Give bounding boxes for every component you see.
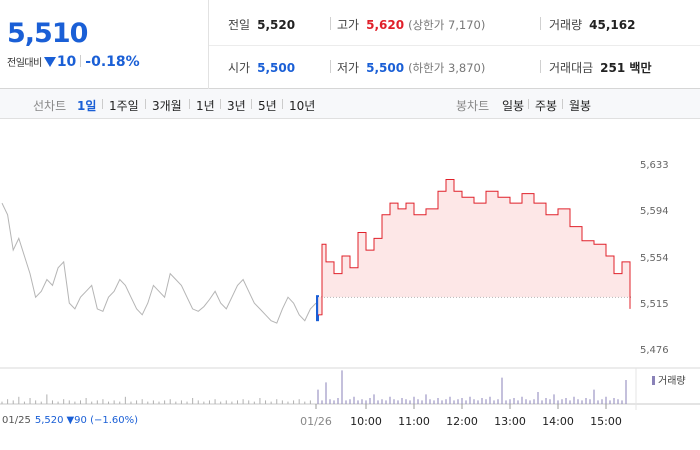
divider <box>330 60 331 73</box>
divider <box>145 99 146 109</box>
change-percent: -0.18% <box>85 54 140 70</box>
period-1w[interactable]: 1주일 <box>109 99 139 113</box>
intraday-chart: 5,633 5,594 5,554 5,515 5,476 01/26 10:00 11:00… <box>0 120 700 450</box>
divider <box>562 99 563 109</box>
volume-legend-label: 거래량 <box>658 376 686 387</box>
divider <box>102 99 103 109</box>
divider <box>330 17 331 30</box>
y-tick-label: 5,554 <box>640 253 669 264</box>
prev-day-line <box>1 202 317 324</box>
open-down-bar <box>316 295 319 322</box>
period-5y[interactable]: 5년 <box>258 99 277 113</box>
prev-day-price: 5,520 <box>34 415 64 426</box>
stat-volume: 거래량 45,162 <box>549 16 635 33</box>
period-3y[interactable]: 3년 <box>227 99 246 113</box>
stat-label: 고가 <box>337 18 360 32</box>
stat-label: 거래대금 <box>549 61 594 75</box>
candle-daily[interactable]: 일봉 <box>502 99 525 113</box>
chart-canvas: 5,633 5,594 5,554 5,515 5,476 01/26 10:00 11:00… <box>0 160 700 428</box>
stat-low: 저가 5,500 (하한가 3,870) <box>337 59 485 76</box>
row-divider <box>209 45 700 46</box>
current-price-box: 5,510 전일대비 10 -0.18% <box>0 0 209 89</box>
x-tick-label: 15:00 <box>590 415 622 428</box>
change-value: 10 <box>56 54 77 70</box>
period-1d[interactable]: 1일 <box>77 99 97 113</box>
x-tick-label: 01/26 <box>300 415 332 428</box>
period-bar: 선차트 1일 1주일 3개월 1년 3년 5년 10년 봉차트 일봉 주봉 월봉 <box>0 89 700 119</box>
quote-summary: 5,510 전일대비 10 -0.18% 전일 5,520 고가 5,620 (상한가 7… <box>0 0 700 89</box>
today-area-fill <box>318 179 630 315</box>
down-arrow-icon <box>43 57 56 67</box>
divider <box>251 99 252 109</box>
divider <box>80 55 82 67</box>
prev-day-change: ▼90 (−1.60%) <box>66 415 139 426</box>
period-1y[interactable]: 1년 <box>196 99 215 113</box>
prev-day-info: 01/25 5,520 ▼90 (−1.60%) <box>2 415 138 426</box>
stat-value: 5,500 <box>257 61 296 75</box>
today-price-line <box>317 179 631 316</box>
stat-value: 251 백만 <box>600 61 652 75</box>
stat-turnover: 거래대금 251 백만 <box>549 59 651 76</box>
y-tick-label: 5,633 <box>640 160 669 171</box>
line-chart-label: 선차트 <box>33 99 67 113</box>
current-price: 5,510 <box>7 18 88 49</box>
divider <box>189 99 190 109</box>
stat-label: 저가 <box>337 61 360 75</box>
stat-high: 고가 5,620 (상한가 7,170) <box>337 16 485 33</box>
change-row: 전일대비 10 -0.18% <box>7 54 140 70</box>
legend-swatch <box>652 376 655 385</box>
x-tick-label: 11:00 <box>398 415 430 428</box>
x-tick-label: 13:00 <box>494 415 526 428</box>
divider <box>528 99 529 109</box>
candle-weekly[interactable]: 주봉 <box>535 99 558 113</box>
x-tick-label: 10:00 <box>350 415 382 428</box>
x-tick-label: 12:00 <box>446 415 478 428</box>
stat-label: 전일 <box>228 18 251 32</box>
divider <box>220 99 221 109</box>
y-tick-label: 5,515 <box>640 299 669 310</box>
candle-chart-label: 봉차트 <box>456 99 490 113</box>
stat-prev-close: 전일 5,520 <box>228 16 295 33</box>
divider <box>540 17 541 30</box>
period-3m[interactable]: 3개월 <box>152 99 182 113</box>
y-tick-label: 5,594 <box>640 206 669 217</box>
candle-monthly[interactable]: 월봉 <box>569 99 592 113</box>
stat-open: 시가 5,500 <box>228 59 295 76</box>
stat-value: 5,520 <box>257 18 296 32</box>
stat-value: 5,500 <box>366 61 405 75</box>
stat-value: 5,620 <box>366 18 405 32</box>
stat-label: 시가 <box>228 61 251 75</box>
change-label: 전일대비 <box>7 58 42 69</box>
divider <box>540 60 541 73</box>
divider <box>282 99 283 109</box>
period-10y[interactable]: 10년 <box>289 99 316 113</box>
upper-limit: (상한가 7,170) <box>408 18 486 32</box>
y-tick-label: 5,476 <box>640 345 669 356</box>
prev-day-date: 01/25 <box>2 415 31 426</box>
x-tick-label: 14:00 <box>542 415 574 428</box>
stat-label: 거래량 <box>549 18 583 32</box>
stat-value: 45,162 <box>589 18 636 32</box>
volume-legend: 거래량 <box>652 372 686 387</box>
lower-limit: (하한가 3,870) <box>408 61 486 75</box>
